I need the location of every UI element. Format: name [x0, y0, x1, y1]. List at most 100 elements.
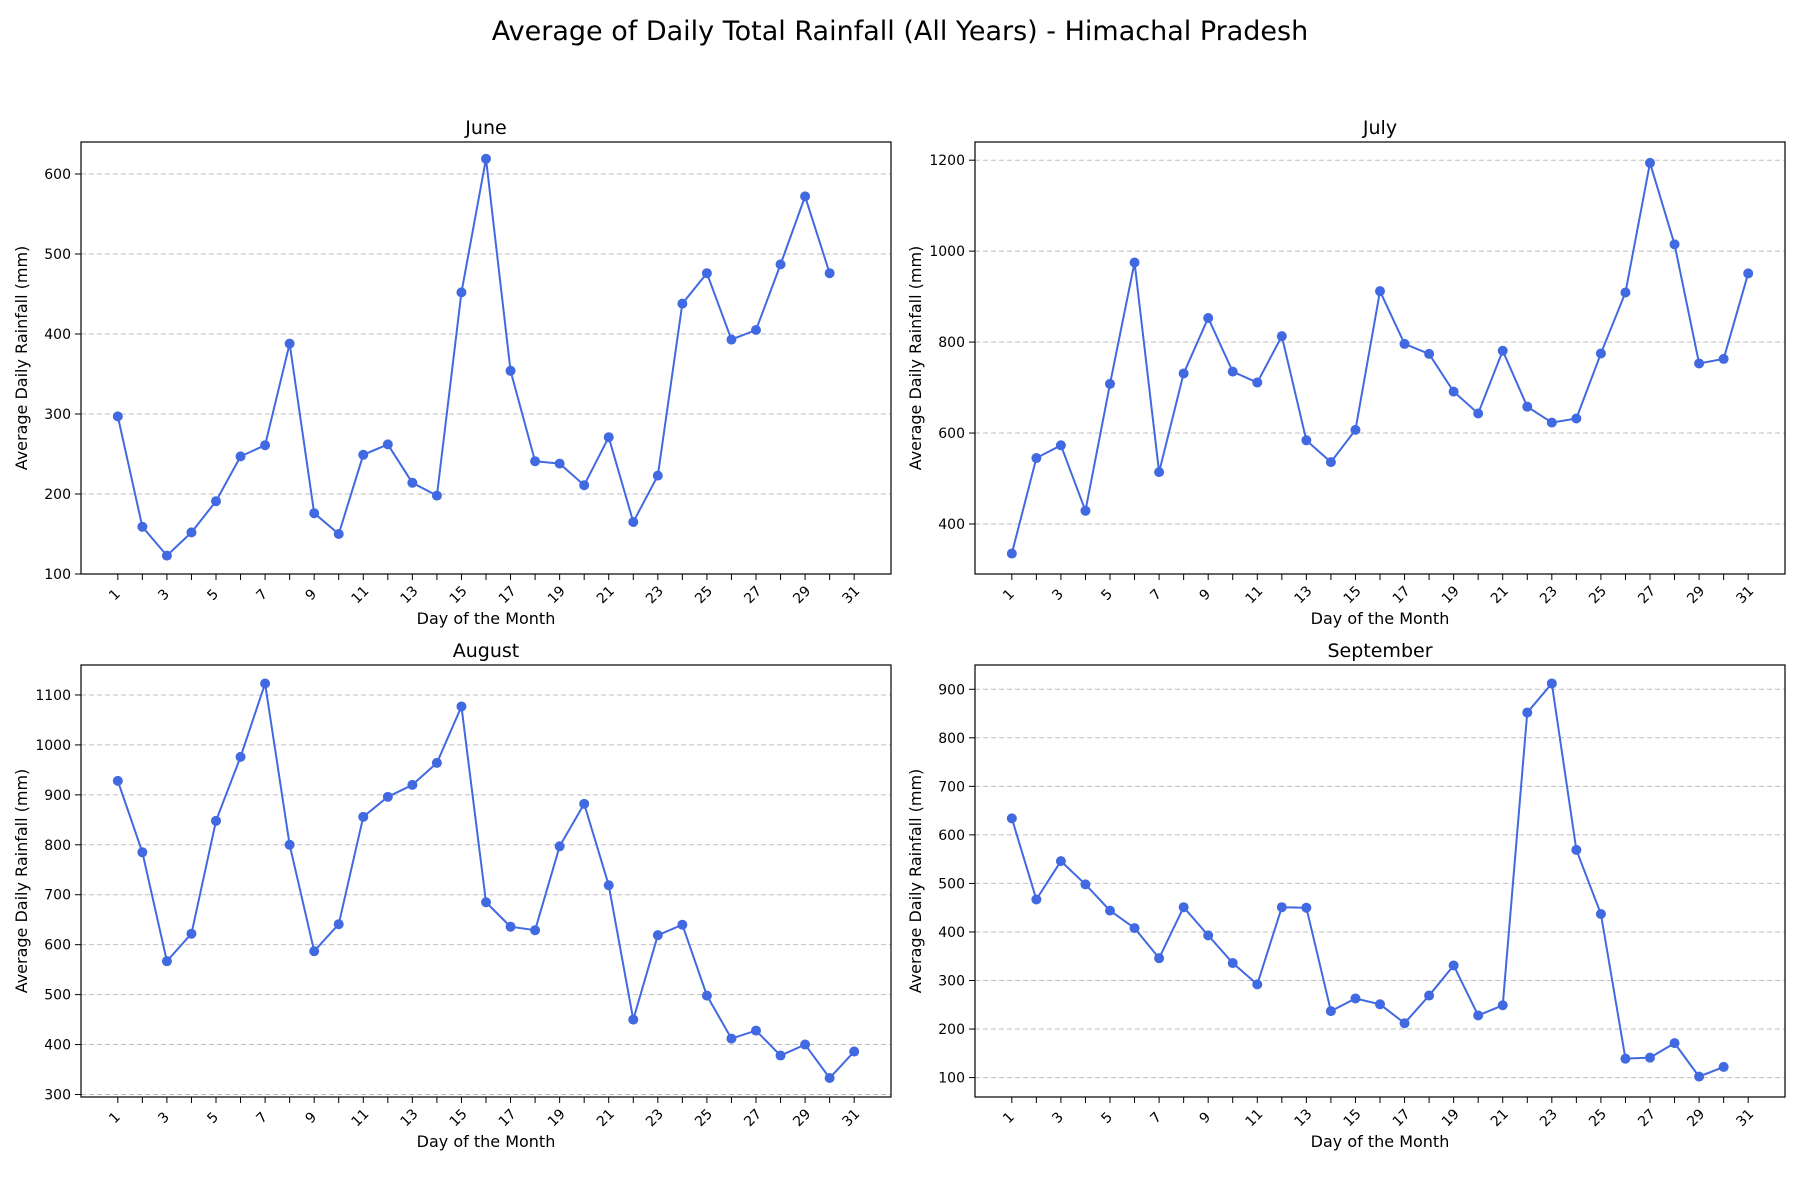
- data-point: [726, 334, 737, 345]
- data-point: [211, 815, 221, 826]
- data-point: [1694, 1071, 1705, 1082]
- data-point: [1154, 467, 1165, 478]
- y-tick-label: 800: [938, 731, 965, 747]
- x-tick-label: 3: [155, 586, 173, 604]
- series-line: [1010, 162, 1750, 554]
- y-tick-label: 100: [938, 1071, 965, 1087]
- data-point: [701, 268, 712, 279]
- y-tick-label: 800: [44, 838, 71, 854]
- y-tick-label: 600: [44, 938, 71, 954]
- x-tick-label: 11: [1242, 583, 1266, 607]
- data-point: [1620, 1053, 1631, 1064]
- series-line: [116, 158, 831, 558]
- data-point: [652, 470, 663, 481]
- data-point: [628, 517, 639, 527]
- data-point: [1154, 953, 1165, 964]
- data-point: [358, 449, 369, 460]
- data-point: [112, 411, 123, 422]
- data-point: [1375, 999, 1385, 1010]
- data-point: [1546, 678, 1557, 689]
- y-tick-label: 400: [44, 327, 71, 343]
- y-axis-label: Average Daily Rainfall (mm): [12, 246, 31, 471]
- data-point: [407, 779, 418, 790]
- data-point: [382, 439, 393, 450]
- x-tick-label: 9: [303, 586, 321, 604]
- y-tick-label: 500: [44, 247, 71, 263]
- y-tick-label: 1000: [929, 244, 965, 260]
- x-tick-label: 21: [1488, 583, 1512, 607]
- data-point: [751, 1025, 761, 1036]
- data-point: [358, 811, 369, 822]
- x-tick-label: 13: [398, 1106, 422, 1130]
- x-tick-label: 9: [1197, 1109, 1215, 1127]
- data-point: [235, 451, 246, 462]
- data-point: [1227, 366, 1238, 377]
- data-point: [1178, 902, 1189, 913]
- y-tick-label: 600: [44, 167, 71, 183]
- x-tick-label: 17: [496, 1106, 520, 1130]
- data-point: [186, 928, 197, 939]
- data-point: [775, 1050, 786, 1061]
- data-point: [1448, 386, 1459, 397]
- x-tick-label: 3: [155, 1109, 173, 1127]
- y-tick-label: 300: [44, 1088, 71, 1104]
- x-tick-label: 3: [1049, 586, 1067, 604]
- data-point: [1325, 1006, 1336, 1017]
- x-tick-label: 17: [1390, 1106, 1414, 1130]
- data-point: [1178, 368, 1189, 379]
- y-tick-label: 1100: [35, 688, 71, 704]
- data-point: [849, 1046, 860, 1057]
- x-tick-label: 27: [1635, 1106, 1659, 1130]
- subplot-title: August: [453, 640, 520, 662]
- data-point: [1424, 348, 1435, 359]
- data-point: [137, 521, 148, 532]
- data-point: [1080, 505, 1091, 516]
- x-tick-label: 7: [1147, 586, 1165, 604]
- data-point: [1055, 440, 1066, 451]
- x-tick-label: 29: [790, 1106, 814, 1130]
- data-point: [554, 841, 565, 852]
- data-point: [456, 701, 467, 712]
- data-point: [1473, 408, 1484, 419]
- data-point: [1669, 239, 1680, 250]
- x-tick-label: 25: [692, 583, 716, 607]
- x-tick-label: 13: [398, 583, 422, 607]
- x-tick-label: 13: [1292, 1106, 1316, 1130]
- x-tick-label: 19: [1439, 583, 1463, 607]
- x-tick-label: 23: [643, 1106, 667, 1130]
- data-point: [1080, 879, 1091, 890]
- y-tick-label: 200: [938, 1022, 965, 1038]
- data-point: [554, 458, 565, 469]
- data-point: [235, 751, 246, 762]
- data-point: [1227, 958, 1238, 969]
- x-tick-label: 11: [348, 1106, 372, 1130]
- y-tick-label: 1000: [35, 738, 71, 754]
- x-tick-label: 31: [839, 583, 863, 607]
- data-point: [677, 919, 688, 930]
- axes-frame: [974, 664, 1786, 1098]
- x-tick-label: 15: [1341, 1106, 1365, 1130]
- y-axis-label: Average Daily Rainfall (mm): [906, 246, 925, 471]
- data-point: [1301, 435, 1312, 446]
- data-point: [1473, 1010, 1484, 1021]
- x-tick-label: 9: [1197, 586, 1215, 604]
- x-tick-label: 7: [253, 1109, 271, 1127]
- data-point: [1571, 844, 1582, 855]
- data-point: [1448, 960, 1459, 971]
- x-tick-label: 29: [1684, 1106, 1708, 1130]
- x-tick-label: 1: [1000, 1109, 1018, 1127]
- series-line: [116, 683, 855, 1080]
- x-tick-label: 19: [545, 1106, 569, 1130]
- data-point: [1325, 457, 1336, 468]
- data-point: [677, 298, 688, 309]
- data-point: [1497, 345, 1508, 356]
- data-point: [1375, 286, 1385, 297]
- data-point: [481, 153, 491, 164]
- x-tick-label: 9: [303, 1109, 321, 1127]
